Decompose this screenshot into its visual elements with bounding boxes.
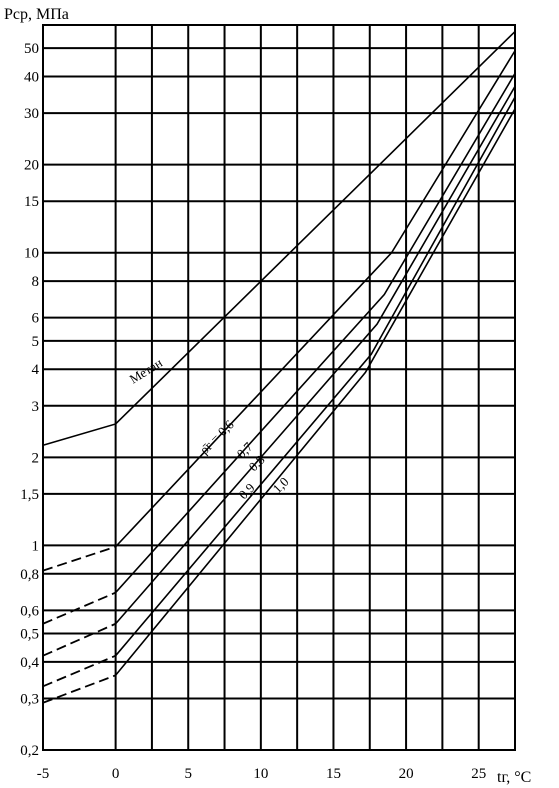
curve-line bbox=[115, 72, 516, 594]
y-tick-label: 2 bbox=[32, 450, 40, 466]
y-tick-label: 30 bbox=[24, 106, 39, 122]
curve-dashed-segment bbox=[42, 591, 116, 625]
y-tick-label: 4 bbox=[32, 362, 40, 378]
curve-line bbox=[115, 50, 516, 548]
y-tick-label: 50 bbox=[24, 41, 39, 57]
y-axis-label: Pср, МПа bbox=[4, 6, 69, 23]
y-tick-label: 20 bbox=[24, 158, 39, 174]
y-tick-label: 10 bbox=[24, 246, 39, 262]
y-tick-label: 0,5 bbox=[20, 627, 39, 643]
y-tick-label: 8 bbox=[32, 274, 40, 290]
y-tick-label: 0,2 bbox=[20, 743, 39, 759]
y-tick-label: 3 bbox=[32, 399, 40, 415]
curve-dashed-segment bbox=[42, 674, 116, 704]
y-tick-label: 0,8 bbox=[20, 567, 39, 583]
x-tick-label: 5 bbox=[184, 766, 192, 782]
y-tick-label: 1,5 bbox=[20, 487, 39, 503]
grid bbox=[42, 24, 516, 751]
x-tick-label: 20 bbox=[399, 766, 414, 782]
y-tick-label: 0,6 bbox=[20, 603, 39, 619]
curve-line bbox=[115, 96, 516, 657]
y-tick-label: 5 bbox=[32, 334, 40, 350]
y-tick-label: 15 bbox=[24, 194, 39, 210]
y-tick-label: 0,4 bbox=[20, 655, 39, 671]
curve-line bbox=[115, 86, 516, 625]
curve-line bbox=[42, 30, 516, 446]
y-tick-label: 1 bbox=[32, 538, 40, 554]
x-tick-label: 15 bbox=[326, 766, 341, 782]
curve-dashed-segment bbox=[42, 654, 116, 688]
curve-line bbox=[114, 108, 516, 676]
y-tick-label: 6 bbox=[32, 311, 40, 327]
curve-dashed-segment bbox=[42, 622, 116, 657]
tick-labels: 0,20,30,40,50,60,811,5234568101520304050… bbox=[20, 41, 486, 782]
x-axis-label: tг, °C bbox=[497, 769, 531, 786]
x-tick-label: 25 bbox=[471, 766, 486, 782]
x-tick-label: 0 bbox=[112, 766, 120, 782]
y-tick-label: 0,3 bbox=[20, 691, 39, 707]
plot-frame bbox=[42, 24, 516, 751]
x-tick-label: -5 bbox=[37, 766, 50, 782]
curve-dashed-segment bbox=[42, 545, 116, 572]
x-tick-label: 10 bbox=[253, 766, 268, 782]
curves bbox=[42, 30, 516, 704]
y-tick-label: 40 bbox=[24, 70, 39, 86]
